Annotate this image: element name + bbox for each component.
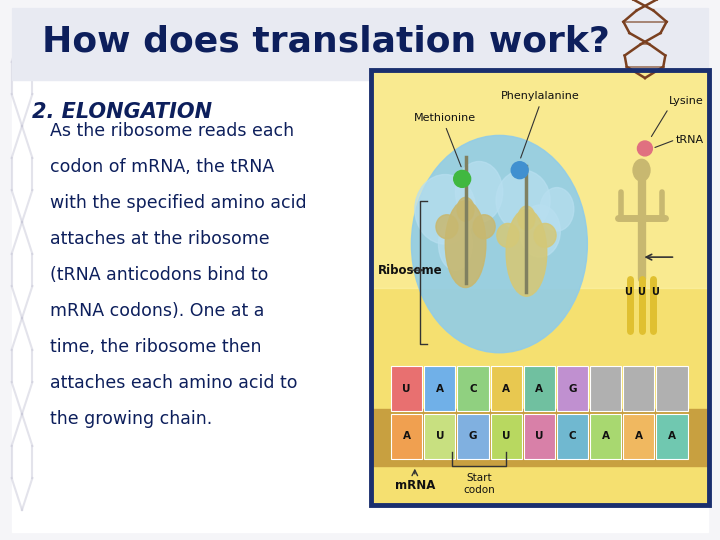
Text: A: A [668,431,676,441]
Text: with the specified amino acid: with the specified amino acid [50,194,307,212]
Text: U: U [624,287,632,297]
Text: A: A [436,383,444,394]
Bar [490,414,522,459]
Circle shape [637,141,652,156]
Ellipse shape [497,224,519,247]
Text: (tRNA anticodons bind to: (tRNA anticodons bind to [50,266,269,284]
Bar [657,414,688,459]
Text: the growing chain.: the growing chain. [50,410,212,428]
Text: Ribosome: Ribosome [377,264,442,276]
Bar [523,414,555,459]
Bar [371,70,709,287]
Text: time, the ribosome then: time, the ribosome then [50,338,261,356]
Bar [457,414,489,459]
Text: 2. ELONGATION: 2. ELONGATION [32,102,212,122]
Bar [590,366,621,411]
Bar [624,414,654,459]
Bar [371,70,709,505]
Bar [490,366,522,411]
Text: codon of mRNA, the tRNA: codon of mRNA, the tRNA [50,158,274,176]
Text: As the ribosome reads each: As the ribosome reads each [50,122,294,140]
Ellipse shape [473,215,495,239]
Ellipse shape [506,210,546,296]
Text: A: A [602,431,610,441]
Ellipse shape [438,218,472,270]
Circle shape [511,161,528,179]
Text: U: U [402,383,411,394]
Text: A: A [402,431,410,441]
Circle shape [454,171,471,187]
Text: tRNA: tRNA [675,135,703,145]
Ellipse shape [445,201,486,287]
Text: U: U [436,431,444,441]
Ellipse shape [456,161,503,222]
Ellipse shape [534,224,556,247]
Ellipse shape [457,197,474,221]
Bar [371,409,709,466]
Bar [624,366,654,411]
Bar [391,366,422,411]
Text: U: U [535,431,544,441]
Bar [590,414,621,459]
Ellipse shape [436,215,458,239]
Bar [391,414,422,459]
Text: Start
codon: Start codon [463,473,495,495]
Text: Methionine: Methionine [414,113,477,123]
Ellipse shape [518,206,535,230]
Bar [424,366,455,411]
Text: A: A [536,383,544,394]
Bar [657,366,688,411]
Bar [371,70,709,505]
Text: attaches at the ribosome: attaches at the ribosome [50,230,269,248]
Text: G: G [469,431,477,441]
Bar [557,366,588,411]
Ellipse shape [411,136,588,353]
Text: Phenylalanine: Phenylalanine [500,91,580,102]
Ellipse shape [633,159,650,181]
Text: attaches each amino acid to: attaches each amino acid to [50,374,297,392]
Text: C: C [569,431,576,441]
Bar [424,414,455,459]
Text: mRNA codons). One at a: mRNA codons). One at a [50,302,264,320]
Ellipse shape [520,205,560,257]
Ellipse shape [496,170,550,231]
Ellipse shape [415,174,476,244]
Text: Lysine: Lysine [669,96,703,106]
Text: How does translation work?: How does translation work? [42,24,610,58]
Text: U: U [502,431,510,441]
Bar [12,8,708,80]
Bar [557,414,588,459]
Ellipse shape [540,187,574,231]
Bar [523,366,555,411]
Text: mRNA: mRNA [395,479,435,492]
Text: A: A [502,383,510,394]
Text: G: G [568,383,577,394]
Text: U: U [638,287,645,297]
Text: U: U [651,287,659,297]
Bar [457,366,489,411]
Text: A: A [635,431,643,441]
Text: C: C [469,383,477,394]
